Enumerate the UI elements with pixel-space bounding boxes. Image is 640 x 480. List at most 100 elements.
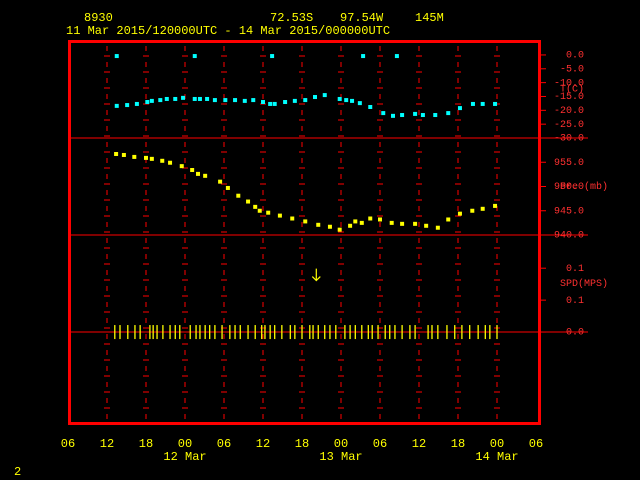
point [164,96,169,101]
point [446,217,451,222]
point [413,221,418,226]
point [413,111,418,116]
y-tick-label: -20.0 [554,106,584,117]
period: 11 Mar 2015/120000UTC - 14 Mar 2015/0000… [66,24,390,38]
date-label: 13 Mar [319,450,362,464]
y-tick-label: 0.1 [566,296,584,307]
point [290,216,295,221]
point [251,98,256,103]
y-tick-label: 0.0 [566,328,584,339]
point [190,168,195,173]
point [196,171,200,176]
point [203,173,208,178]
point [236,193,241,198]
point [160,158,165,163]
point [313,95,317,100]
longitude: 97.54W [340,11,384,25]
y-tick-label: 950.0 [554,182,584,193]
point [242,98,247,103]
y-tick-label: -10.0 [554,78,584,89]
y-axis-label: SPD(MPS) [560,278,608,290]
point [145,100,150,105]
point [149,98,154,103]
point [420,113,425,118]
point [470,208,475,213]
point [348,223,353,228]
point [361,54,366,59]
y-axis-label: Pre (mb) [560,181,608,193]
elevation: 145M [415,11,444,25]
point [353,219,358,224]
point [470,101,475,106]
x-tick-label: 12 [100,437,114,451]
point [125,103,130,108]
point [132,154,137,159]
frame [68,40,541,425]
point [266,210,271,215]
point [223,98,228,103]
y-tick-label: -30.0 [554,134,584,145]
date-label: 12 Mar [163,450,206,464]
x-tick-label: 18 [139,437,153,451]
point [181,95,186,100]
point [457,106,462,111]
point [368,216,373,221]
x-tick-label: 06 [529,437,543,451]
y-tick-label: 940.0 [554,231,584,242]
x-tick-label: 18 [295,437,309,451]
station-id: 8930 [84,11,113,25]
point [121,152,126,157]
point [173,96,178,101]
x-tick-label: 12 [412,437,426,451]
point [292,98,297,103]
point [316,222,321,227]
wind-arrow [311,268,321,282]
x-tick-label: 00 [178,437,192,451]
point [480,101,485,106]
point [337,227,342,232]
point [435,225,440,230]
point [303,219,308,224]
point [381,111,386,116]
point [378,217,382,222]
point [389,220,394,225]
point [192,96,197,101]
point [114,152,119,157]
point [359,220,364,225]
latitude: 72.53S [270,11,313,25]
point [350,98,355,103]
x-tick-label: 06 [217,437,231,451]
point [205,96,210,101]
point [246,199,251,204]
point [277,213,282,218]
point [225,185,230,190]
y-axis-label: T(C) [560,84,584,96]
point [270,54,275,59]
point [114,103,119,108]
point [344,98,349,103]
x-tick-label: 00 [490,437,504,451]
x-tick-label: 06 [61,437,75,451]
y-tick-label: -25.0 [554,120,584,131]
y-tick-label: 0.1 [566,264,584,275]
y-tick-label: 955.0 [554,158,584,169]
point [149,156,154,161]
x-tick-label: 12 [256,437,270,451]
y-tick-label: -5.0 [560,64,584,75]
marks [114,54,498,340]
point [168,160,173,165]
point [391,113,395,118]
point [268,101,273,106]
point [272,101,277,106]
point [257,208,262,213]
point [368,104,373,109]
point [212,98,217,103]
y-tick-label: -15.0 [554,92,584,103]
point [337,96,342,101]
point [357,101,362,106]
point [134,101,139,106]
point [303,98,308,103]
point [192,54,197,59]
